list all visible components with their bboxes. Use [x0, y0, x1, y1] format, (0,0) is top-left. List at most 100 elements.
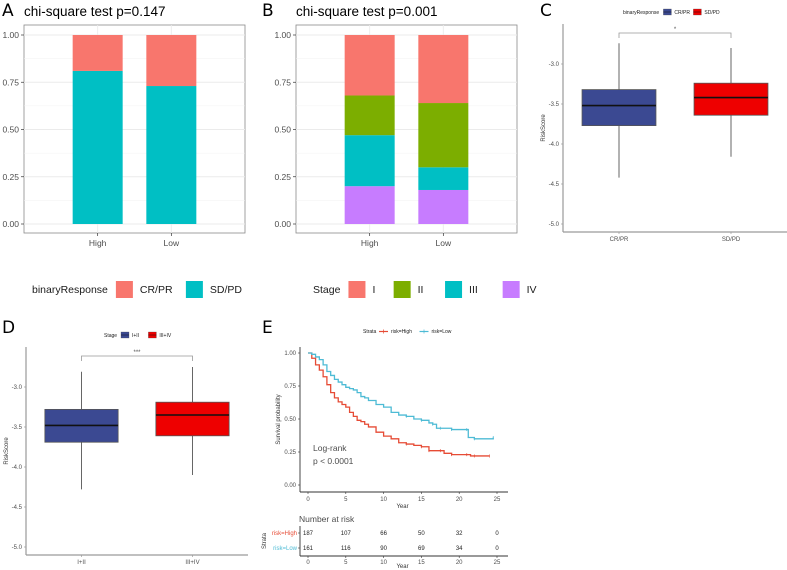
- legend-label: risk=High: [391, 329, 412, 335]
- risk-table-cell: 32: [456, 531, 463, 537]
- y-tick-label: 0.25: [274, 172, 291, 182]
- bar-segment-iii: [344, 135, 395, 187]
- plot-border: [23, 24, 246, 234]
- x-tick-label: CR/PR: [610, 237, 629, 243]
- x-tick-label: 25: [494, 560, 501, 566]
- significance-bracket: [618, 32, 732, 38]
- risk-table-cell: 187: [303, 531, 314, 537]
- x-tick-label: 15: [418, 560, 425, 566]
- legend-label: I+II: [132, 333, 139, 339]
- panel-letter-c: C: [540, 1, 552, 21]
- panel-b-stacked-bar: 0.00 0.25 0.50 0.75 1.00 High Low: [274, 24, 518, 248]
- risk-table-cell: 0: [495, 546, 499, 552]
- panel-letter-b: B: [262, 1, 274, 21]
- risk-table-x-title: Year: [396, 564, 408, 570]
- bar-segment-iii: [418, 167, 469, 190]
- significance-bracket: [81, 355, 193, 361]
- y-tick-label: -5.0: [549, 222, 560, 228]
- risk-table-strata-label: risk=Low: [273, 546, 298, 552]
- x-axis-title: Year: [396, 504, 408, 510]
- x-tick-label: 15: [418, 497, 425, 503]
- panel-e-survival-curve: 0.00 0.25 0.50 0.75 1.00 0 5 10 15 20 25 Year Surviv…: [262, 329, 508, 570]
- y-tick-label: 0.50: [284, 417, 296, 423]
- x-tick-label: I+II: [77, 560, 86, 566]
- risk-table-cell: 0: [495, 531, 499, 537]
- legend-label: SD/PD: [704, 10, 720, 16]
- y-tick-label: -3.0: [549, 62, 560, 68]
- legend-label: I: [372, 284, 375, 296]
- legend-title: binaryResponse: [32, 284, 108, 296]
- plot-border: [295, 24, 518, 234]
- x-tick-label: SD/PD: [722, 237, 741, 243]
- panel-a-stacked-bar: 0.00 0.25 0.50 0.75 1.00 High Low: [2, 24, 246, 248]
- legend-swatch: [393, 281, 411, 298]
- x-tick-label: 20: [456, 560, 463, 566]
- bar-segment-cr-pr: [72, 35, 123, 71]
- bar-segment-iv: [418, 189, 469, 224]
- y-tick-label: -5.0: [12, 545, 23, 551]
- legend-title: Stage: [104, 333, 117, 339]
- bar-segment-sd-pd: [72, 70, 123, 224]
- risk-table-title: Number at risk: [299, 514, 355, 524]
- legend-stage: Stage I II III IV: [313, 281, 537, 298]
- x-tick-label: 10: [380, 497, 387, 503]
- x-tick-label: 25: [494, 497, 501, 503]
- logrank-label: Log-rank: [313, 443, 347, 453]
- y-tick-label: 0.25: [284, 450, 296, 456]
- risk-table-cell: 107: [341, 531, 352, 537]
- y-axis-title: Survival probability: [276, 394, 282, 444]
- x-tick-label: Low: [436, 238, 452, 248]
- y-tick-label: 0.50: [274, 125, 291, 135]
- legend-title: Stage: [313, 284, 341, 296]
- significance-label: ***: [133, 350, 141, 356]
- risk-table-cell: 50: [418, 531, 425, 537]
- legend-swatch: [348, 281, 366, 298]
- risk-table-cell: 161: [303, 546, 314, 552]
- panel-c-boxplot: -3.0 -3.5 -4.0 -4.5 -5.0 RiskScore CR/PR SD/PD *…: [541, 8, 787, 243]
- bar-segment-cr-pr: [146, 35, 197, 87]
- panel-a-title: chi-square test p=0.147: [24, 4, 165, 19]
- legend-label: II: [418, 284, 424, 296]
- legend-title: binaryResponse: [623, 10, 659, 16]
- bar-segment-ii: [418, 103, 469, 168]
- risk-table-cell: 66: [380, 531, 387, 537]
- significance-label: *: [674, 27, 677, 33]
- panel-d-boxplot: -3.0 -3.5 -4.0 -4.5 -5.0 RiskScore I+II III+IV *…: [4, 331, 248, 566]
- y-tick-label: 1.00: [274, 30, 291, 40]
- legend-swatch: [445, 281, 463, 298]
- x-tick-label: 5: [344, 560, 348, 566]
- y-tick-label: -3.5: [12, 425, 23, 431]
- x-tick-label: High: [89, 238, 107, 248]
- risk-table-y-title: Strata: [262, 532, 268, 549]
- x-tick-label: III+IV: [185, 560, 199, 566]
- x-tick-label: 5: [344, 497, 348, 503]
- y-tick-label: 0.25: [2, 172, 19, 182]
- y-tick-label: -3.0: [12, 385, 23, 391]
- box-cr-pr: [581, 89, 657, 126]
- x-tick-label: 0: [306, 560, 310, 566]
- panel-letter-e: E: [262, 318, 273, 338]
- y-axis-title: RiskScore: [4, 437, 10, 465]
- panel-b-title: chi-square test p=0.001: [296, 4, 437, 19]
- legend-swatch: [185, 281, 203, 298]
- survival-curve-risk-high: [308, 352, 490, 457]
- box-iii-iv: [155, 401, 230, 437]
- bar-segment-i: [418, 35, 469, 104]
- y-tick-label: 0.75: [284, 384, 296, 390]
- risk-table-strata-label: risk=High: [272, 531, 297, 537]
- risk-table-cell: 116: [341, 546, 351, 552]
- y-tick-label: 0.50: [2, 125, 19, 135]
- risk-table-cell: 90: [380, 546, 387, 552]
- bar-segment-iv: [344, 186, 395, 224]
- y-tick-label: 0.00: [284, 483, 296, 489]
- y-tick-label: -4.5: [12, 505, 23, 511]
- x-tick-label: 10: [380, 560, 387, 566]
- pvalue-label: p < 0.0001: [313, 456, 354, 466]
- y-tick-label: 0.00: [2, 219, 19, 229]
- legend-label: CR/PR: [674, 10, 690, 16]
- panel-letter-d: D: [2, 318, 15, 338]
- legend-swatch: [502, 281, 520, 298]
- risk-table-cell: 69: [418, 546, 425, 552]
- legend-binary-response: binaryResponse CR/PR SD/PD: [32, 281, 242, 298]
- bar-segment-ii: [344, 95, 395, 136]
